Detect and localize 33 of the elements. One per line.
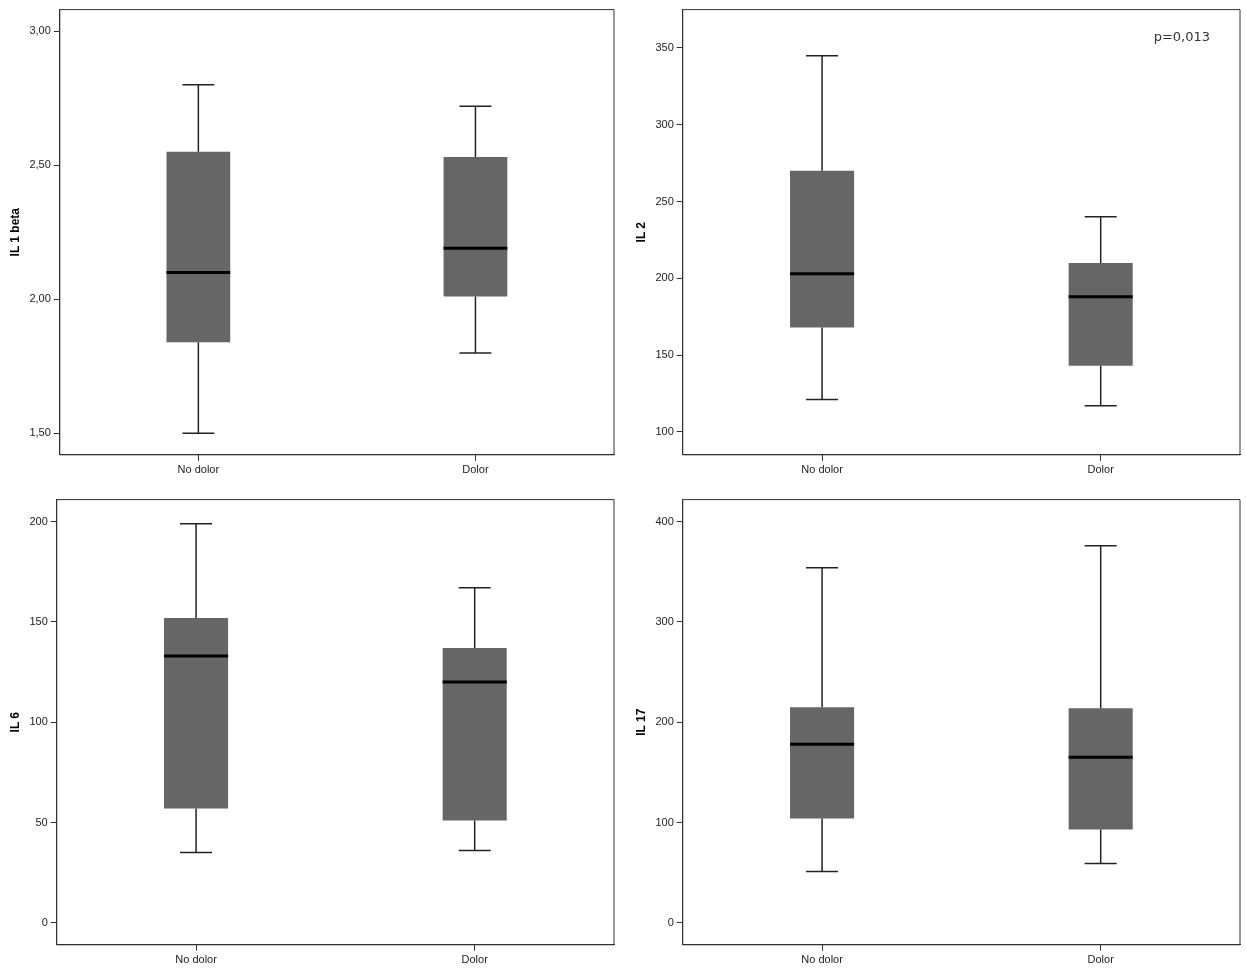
x-tick-label: Dolor xyxy=(1087,953,1115,966)
y-tick-label: 200 xyxy=(655,715,674,728)
y-tick-label: 2,50 xyxy=(29,158,51,171)
y-axis-title: IL 2 xyxy=(633,221,648,243)
y-tick-label: 3,00 xyxy=(29,24,51,37)
y-tick-label: 400 xyxy=(655,514,674,527)
x-tick-label: Dolor xyxy=(461,953,489,966)
y-tick-label: 200 xyxy=(655,271,674,284)
y-tick-label: 100 xyxy=(29,715,48,728)
y-axis-title: IL 17 xyxy=(633,708,648,736)
y-tick-label: 1,50 xyxy=(29,426,51,439)
x-tick-label: Dolor xyxy=(1087,463,1115,476)
x-tick-label: No dolor xyxy=(801,463,844,476)
y-tick-label: 350 xyxy=(655,41,674,54)
x-tick-label: Dolor xyxy=(462,463,489,476)
y-tick-label: 50 xyxy=(35,815,48,828)
y-tick-label: 300 xyxy=(655,614,674,627)
y-tick-label: 100 xyxy=(655,424,674,437)
y-tick-label: 300 xyxy=(655,117,674,130)
y-tick-label: 150 xyxy=(655,348,674,361)
y-tick-label: 200 xyxy=(29,514,48,527)
x-tick-label: No dolor xyxy=(801,953,844,966)
y-tick-label: 150 xyxy=(29,614,48,627)
y-tick-label: 0 xyxy=(667,915,674,928)
y-axis-title: IL 1 beta xyxy=(7,207,22,257)
annotation: p=0,013 xyxy=(1153,29,1210,45)
y-tick-label: 100 xyxy=(655,815,674,828)
y-axis-title: IL 6 xyxy=(7,711,22,733)
x-tick-label: No dolor xyxy=(175,953,218,966)
y-tick-label: 250 xyxy=(655,194,674,207)
y-tick-label: 2,00 xyxy=(29,292,51,305)
x-tick-label: No dolor xyxy=(177,463,220,476)
y-tick-label: 0 xyxy=(41,915,48,928)
